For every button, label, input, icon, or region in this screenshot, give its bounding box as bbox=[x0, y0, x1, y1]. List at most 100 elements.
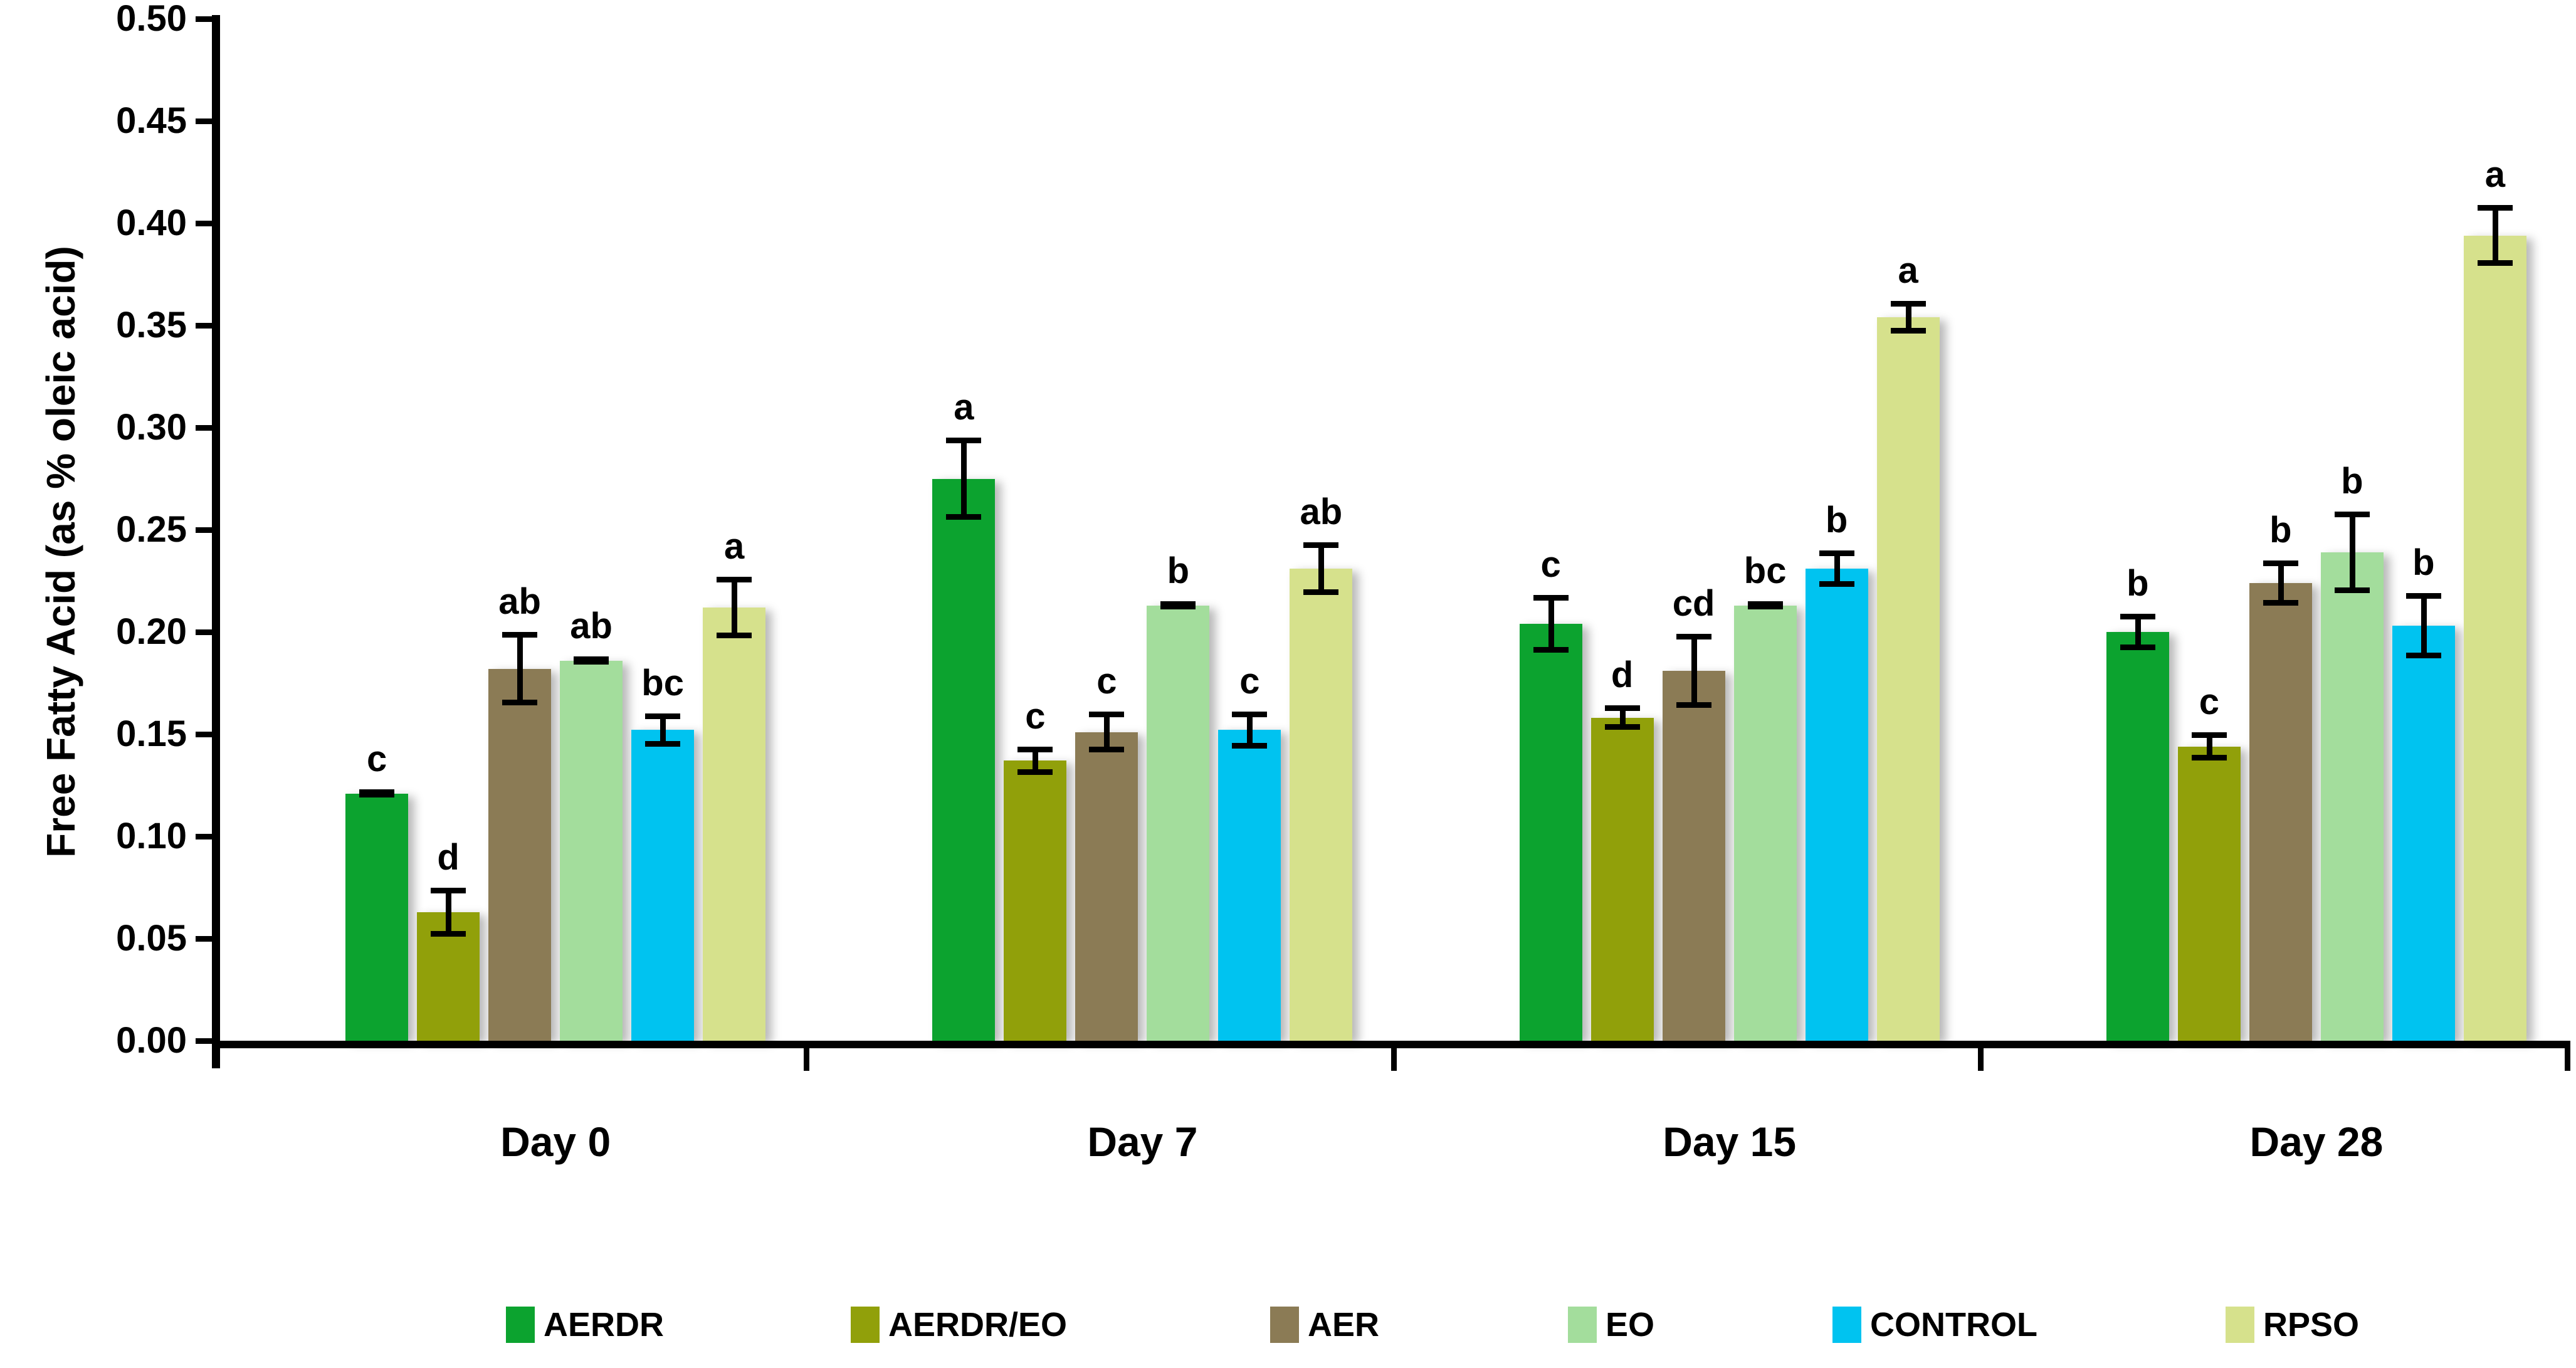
sig-letter: a bbox=[723, 525, 745, 567]
sig-letter: c bbox=[1025, 695, 1046, 737]
error-bar bbox=[1747, 601, 1783, 610]
error-bar bbox=[2405, 593, 2441, 659]
x-category-label: Day 15 bbox=[1663, 1118, 1797, 1165]
bar-aer-day-28 bbox=[2249, 582, 2312, 1041]
bar-rpso-day-0 bbox=[703, 607, 766, 1041]
legend-label: AERDR/EO bbox=[888, 1306, 1068, 1344]
error-bar-cap-bottom bbox=[1604, 724, 1640, 730]
error-bar-cap-top bbox=[2120, 613, 2155, 619]
error-bar-line bbox=[1247, 712, 1253, 749]
error-bar bbox=[431, 887, 466, 937]
bar-eo-day-7 bbox=[1147, 605, 1210, 1041]
error-bar-cap-top bbox=[645, 713, 681, 720]
y-tick bbox=[196, 118, 219, 124]
y-tick-label: 0.05 bbox=[116, 918, 187, 959]
y-tick bbox=[196, 834, 219, 839]
legend-label: CONTROL bbox=[1870, 1306, 2037, 1344]
legend-color-chip bbox=[1568, 1307, 1597, 1343]
bar-eo-day-0 bbox=[560, 660, 623, 1041]
bar-eo-day-15 bbox=[1733, 605, 1797, 1041]
error-bar-line bbox=[1548, 595, 1554, 653]
error-bar-line bbox=[1318, 542, 1325, 596]
error-bar-cap-top bbox=[2405, 593, 2441, 599]
error-bar-cap-bottom bbox=[1160, 604, 1196, 610]
sig-letter: d bbox=[437, 836, 460, 878]
bar-aerdr-eo-day-28 bbox=[2177, 746, 2241, 1041]
error-bar bbox=[1819, 550, 1854, 587]
error-bar-cap-bottom bbox=[1017, 769, 1053, 776]
error-bar-line bbox=[660, 713, 666, 747]
legend-color-chip bbox=[1270, 1307, 1299, 1343]
error-bar-line bbox=[517, 632, 523, 706]
error-bar-line bbox=[446, 887, 452, 937]
legend-item-aer: AER bbox=[1270, 1305, 1533, 1344]
sig-letter: bc bbox=[641, 663, 684, 704]
sig-letter: ab bbox=[1300, 491, 1343, 532]
error-bar-cap-bottom bbox=[502, 700, 538, 706]
error-bar bbox=[1232, 712, 1268, 749]
error-bar-cap-bottom bbox=[1676, 702, 1711, 708]
y-axis-line bbox=[212, 15, 220, 1068]
sig-letter: bc bbox=[1743, 550, 1787, 592]
error-bar-cap-bottom bbox=[1819, 581, 1854, 587]
error-bar bbox=[2120, 613, 2155, 651]
error-bar-cap-top bbox=[1533, 595, 1569, 601]
sig-letter: a bbox=[1898, 250, 1918, 291]
bar-aer-day-0 bbox=[488, 668, 552, 1041]
error-bar bbox=[1533, 595, 1569, 653]
sig-letter: a bbox=[2484, 154, 2505, 195]
legend-label: AER bbox=[1308, 1306, 1380, 1344]
error-bar-cap-bottom bbox=[574, 659, 609, 665]
error-bar bbox=[1089, 712, 1125, 753]
error-bar-cap-top bbox=[2477, 204, 2513, 211]
bar-aerdr-day-28 bbox=[2106, 632, 2169, 1041]
error-bar bbox=[1604, 705, 1640, 730]
y-tick bbox=[196, 425, 219, 431]
error-bar-cap-bottom bbox=[1533, 646, 1569, 653]
error-bar-cap-bottom bbox=[2120, 645, 2155, 651]
error-bar-cap-top bbox=[431, 887, 466, 893]
y-tick-label: 0.25 bbox=[116, 509, 187, 550]
error-bar-cap-top bbox=[2191, 732, 2227, 738]
bar-rpso-day-7 bbox=[1290, 568, 1353, 1041]
error-bar-cap-bottom bbox=[2191, 755, 2227, 761]
y-tick-label: 0.00 bbox=[116, 1020, 187, 1061]
error-bar-line bbox=[1691, 634, 1697, 708]
y-tick-label: 0.40 bbox=[116, 203, 187, 243]
error-bar-line bbox=[1834, 550, 1840, 587]
legend-item-control: CONTROL bbox=[1832, 1305, 2096, 1344]
sig-letter: c bbox=[2199, 681, 2219, 722]
y-tick bbox=[196, 323, 219, 329]
error-bar-cap-bottom bbox=[1747, 604, 1783, 610]
error-bar-cap-bottom bbox=[2334, 587, 2370, 594]
legend-item-aerdr: AERDR bbox=[506, 1305, 769, 1344]
legend-color-chip bbox=[2226, 1307, 2254, 1343]
bar-eo-day-28 bbox=[2320, 552, 2384, 1041]
error-bar-line bbox=[2349, 511, 2355, 594]
y-tick bbox=[196, 1038, 219, 1044]
error-bar-cap-top bbox=[2334, 511, 2370, 517]
bar-rpso-day-28 bbox=[2463, 235, 2526, 1041]
error-bar bbox=[946, 438, 982, 520]
x-category-label: Day 0 bbox=[500, 1118, 611, 1165]
y-tick bbox=[196, 221, 219, 226]
sig-letter: b bbox=[2269, 509, 2292, 550]
error-bar-cap-bottom bbox=[359, 792, 395, 798]
legend-label: EO bbox=[1606, 1306, 1655, 1344]
error-bar-line bbox=[1905, 300, 1911, 334]
error-bar-cap-top bbox=[502, 632, 538, 638]
bar-control-day-15 bbox=[1805, 568, 1868, 1041]
bar-aerdr-day-15 bbox=[1519, 623, 1582, 1041]
sig-letter: b bbox=[2341, 460, 2363, 502]
error-bar bbox=[645, 713, 681, 747]
error-bar-cap-top bbox=[1890, 300, 1926, 307]
error-bar-cap-bottom bbox=[1890, 328, 1926, 334]
sig-letter: ab bbox=[498, 581, 541, 622]
error-bar-line bbox=[2492, 204, 2498, 266]
bar-aer-day-15 bbox=[1662, 670, 1725, 1041]
bar-aerdr-eo-day-15 bbox=[1590, 717, 1654, 1041]
legend-item-aerdr-eo: AERDR/EO bbox=[851, 1305, 1114, 1344]
y-tick bbox=[196, 936, 219, 942]
sig-letter: b bbox=[1825, 499, 1848, 540]
